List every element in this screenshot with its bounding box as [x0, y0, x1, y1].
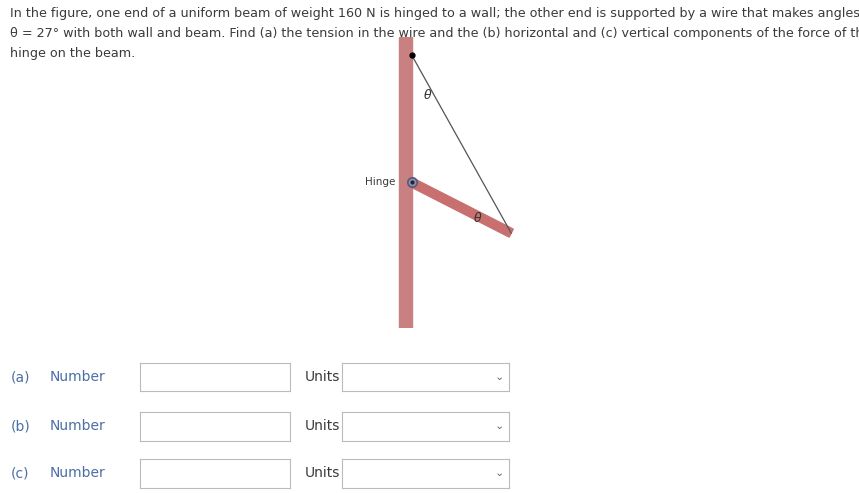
Text: i: i [128, 466, 132, 480]
Text: θ: θ [424, 89, 431, 102]
Text: ⌄: ⌄ [495, 468, 504, 478]
Text: (c): (c) [10, 466, 29, 480]
Text: θ: θ [474, 212, 482, 225]
Text: θ = 27° with both wall and beam. Find (a) the tension in the wire and the (b) ho: θ = 27° with both wall and beam. Find (a… [10, 27, 859, 40]
Text: hinge on the beam.: hinge on the beam. [10, 47, 136, 60]
Text: Number: Number [50, 420, 106, 433]
Text: Units: Units [305, 420, 340, 433]
Polygon shape [410, 178, 513, 237]
Text: Units: Units [305, 370, 340, 384]
Text: In the figure, one end of a uniform beam of weight 160 N is hinged to a wall; th: In the figure, one end of a uniform beam… [10, 7, 859, 20]
Text: Number: Number [50, 370, 106, 384]
Text: Units: Units [305, 466, 340, 480]
Bar [399, 37, 411, 327]
Text: i: i [128, 370, 132, 384]
Text: (b): (b) [10, 420, 30, 433]
Text: Number: Number [50, 466, 106, 480]
Text: ⌄: ⌄ [495, 372, 504, 382]
Text: i: i [128, 420, 132, 433]
Text: Hinge: Hinge [364, 177, 395, 187]
Text: ⌄: ⌄ [495, 422, 504, 431]
Text: (a): (a) [10, 370, 30, 384]
